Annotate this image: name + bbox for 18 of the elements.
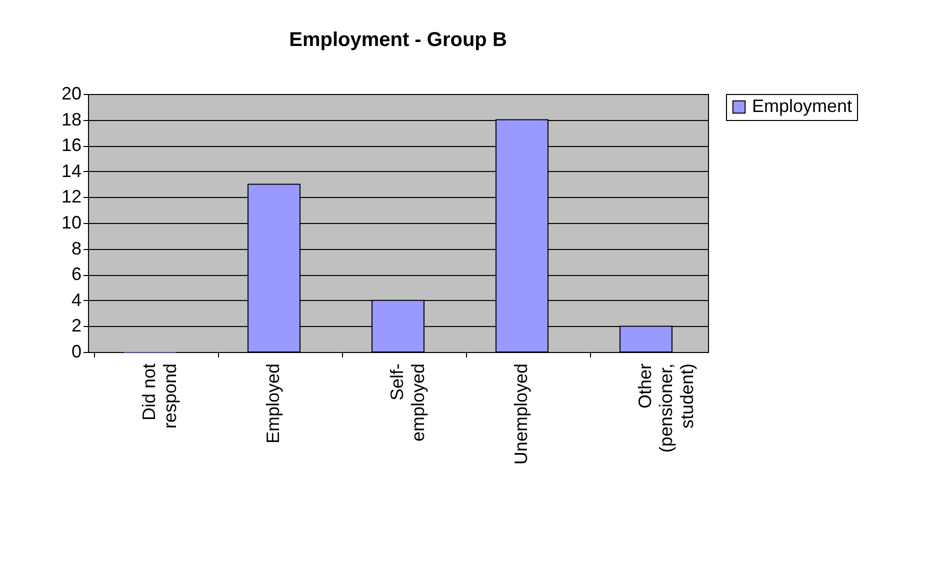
y-tick-label: 8 xyxy=(71,238,82,258)
x-tick-label: Employed xyxy=(263,364,283,444)
y-tick-label: 6 xyxy=(71,264,82,284)
y-tick-label: 10 xyxy=(61,212,82,232)
x-tick-label: Other (pensioner, student) xyxy=(635,364,697,453)
x-tick-label: Self-employed xyxy=(387,364,428,442)
y-tick-label: 16 xyxy=(61,135,82,156)
y-tick-label: 12 xyxy=(61,186,82,207)
x-tick-label: Did not respond xyxy=(139,364,180,429)
y-tick-label: 2 xyxy=(71,316,82,336)
y-tick-label: 18 xyxy=(61,109,82,130)
y-tick-label: 4 xyxy=(71,290,82,310)
chart-title: Employment - Group B xyxy=(289,29,507,51)
y-tick-label: 20 xyxy=(61,84,82,104)
x-tick-label: Unemployed xyxy=(511,364,531,465)
legend-label: Employment xyxy=(752,96,852,116)
y-tick-label: 14 xyxy=(61,160,82,181)
y-tick-label: 0 xyxy=(71,342,82,362)
